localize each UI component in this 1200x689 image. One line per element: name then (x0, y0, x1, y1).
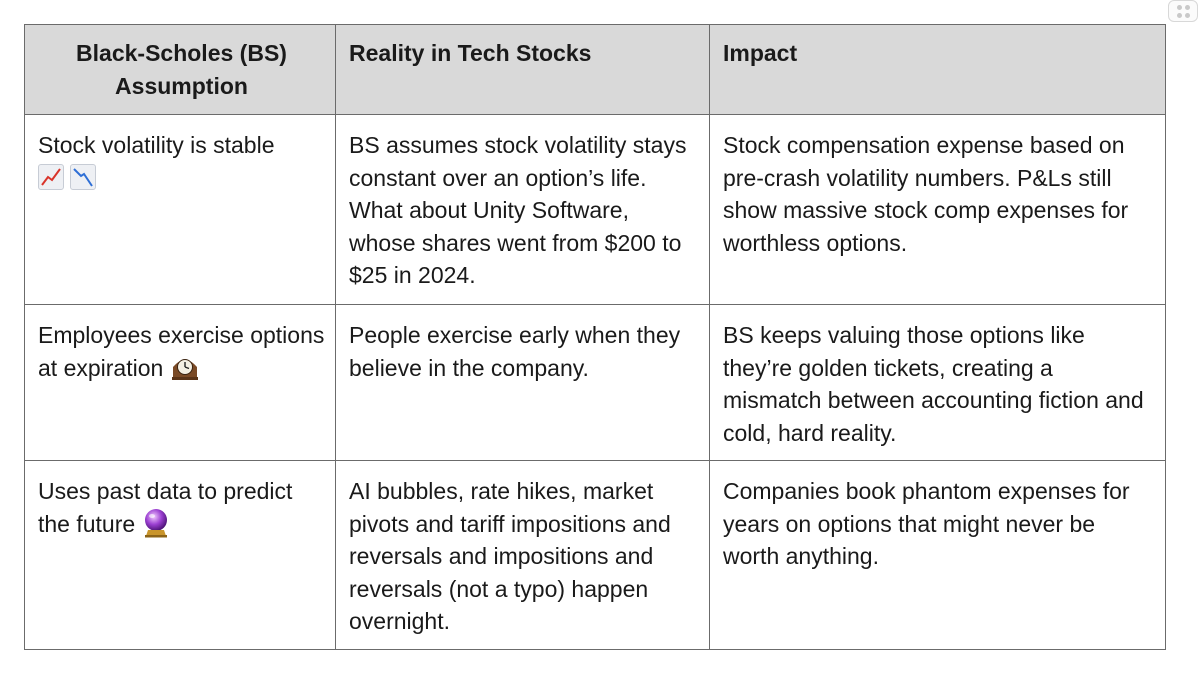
reality-cell: BS assumes stock volatility stays consta… (335, 114, 710, 305)
reality-cell: AI bubbles, rate hikes, market pivots an… (335, 460, 710, 650)
drag-handle-icon[interactable] (1168, 0, 1198, 22)
table-row: Employees exercise options at expiration… (24, 304, 1166, 461)
chart-decreasing-icon (70, 164, 96, 191)
header-impact: Impact (709, 24, 1166, 115)
impact-cell: Stock compensation expense based on pre-… (709, 114, 1166, 305)
assumption-cell: Stock volatility is stable (24, 114, 336, 305)
table-header-row: Black-Scholes (BS) Assumption Reality in… (24, 24, 1166, 115)
chart-increasing-icon (38, 164, 64, 191)
assumption-cell: Employees exercise options at expiration (24, 304, 336, 461)
reality-cell: People exercise early when they believe … (335, 304, 710, 461)
header-assumption: Black-Scholes (BS) Assumption (24, 24, 336, 115)
impact-cell: Companies book phantom expenses for year… (709, 460, 1166, 650)
assumption-text: Uses past data to predict the future (38, 478, 293, 537)
assumption-text: Stock volatility is stable (38, 132, 275, 158)
assumption-cell: Uses past data to predict the future (24, 460, 336, 650)
mantelpiece-clock-icon (170, 353, 200, 381)
header-reality: Reality in Tech Stocks (335, 24, 710, 115)
comparison-table: Black-Scholes (BS) Assumption Reality in… (24, 24, 1166, 650)
assumption-text: Employees exercise options at expiration (38, 322, 325, 381)
table-row: Uses past data to predict the future (24, 460, 1166, 650)
crystal-ball-icon (142, 508, 170, 538)
impact-cell: BS keeps valuing those options like they… (709, 304, 1166, 461)
table-row: Stock volatility is stable BS assumes st… (24, 114, 1166, 305)
